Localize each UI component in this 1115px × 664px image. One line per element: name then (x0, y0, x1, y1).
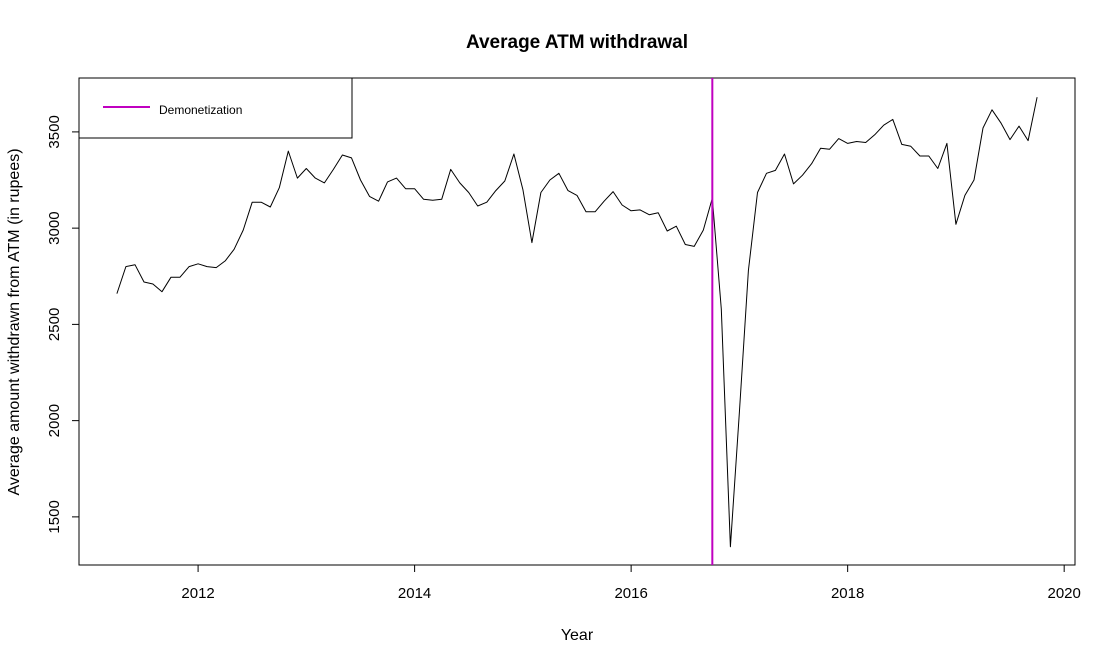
y-axis: 1500 2000 2500 3000 3500 (46, 115, 80, 534)
series-line (116, 97, 1038, 548)
chart-title: Average ATM withdrawal (466, 32, 688, 53)
x-axis: 2012 2014 2016 2018 2020 (181, 564, 1081, 602)
y-tick-label: 2500 (46, 308, 63, 341)
x-tick-label: 2018 (831, 585, 864, 602)
legend: Demonetization (78, 77, 353, 139)
y-tick-label: 1500 (46, 500, 63, 533)
x-tick-label: 2012 (181, 585, 214, 602)
x-tick-label: 2020 (1047, 585, 1080, 602)
x-tick-label: 2014 (398, 585, 431, 602)
series-layer (116, 97, 1038, 548)
plot-area (78, 77, 1076, 566)
x-tick-label: 2016 (614, 585, 647, 602)
y-axis-title: Average amount withdrawn from ATM (in ru… (6, 148, 23, 495)
legend-label: Demonetization (159, 103, 242, 117)
x-axis-title: Year (561, 627, 594, 644)
y-tick-label: 3500 (46, 115, 63, 148)
y-tick-label: 2000 (46, 404, 63, 437)
y-tick-label: 3000 (46, 211, 63, 244)
